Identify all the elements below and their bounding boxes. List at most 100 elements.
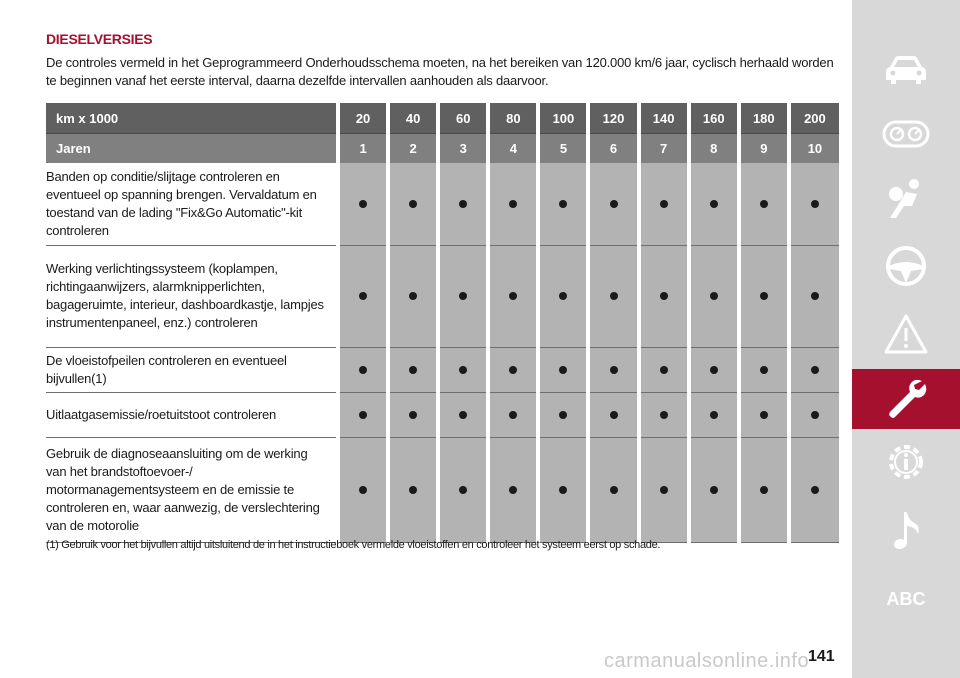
interval-cell (786, 437, 839, 543)
check-dot-icon (459, 365, 468, 374)
interval-cell (486, 437, 539, 543)
interval-cell (786, 392, 839, 438)
check-dot-icon (759, 365, 768, 374)
km-interval-140: 140 (636, 103, 689, 134)
interval-cell (736, 245, 789, 348)
check-dot-icon (810, 485, 819, 494)
interval-cell (536, 392, 589, 438)
interval-cell (686, 392, 739, 438)
interval-cell (536, 347, 589, 393)
sidebar-item-multimedia[interactable] (852, 500, 960, 560)
check-dot-icon (609, 292, 618, 300)
check-dot-icon (659, 199, 668, 208)
check-dot-icon (459, 292, 468, 300)
check-dot-icon (709, 410, 718, 419)
check-dot-icon (509, 365, 518, 374)
dashboard-gauges-icon (882, 120, 930, 148)
table-row: Werking verlichtingssysteem (koplampen, … (46, 245, 839, 348)
check-dot-icon (810, 292, 819, 300)
task-rows: Banden op conditie/slijtage controleren … (46, 163, 839, 543)
interval-cell (536, 437, 589, 543)
check-dot-icon (559, 365, 568, 374)
check-dot-icon (709, 485, 718, 494)
task-description: Gebruik de diagnoseaansluiting om de wer… (46, 437, 339, 543)
sidebar-item-safety[interactable] (852, 168, 960, 228)
warning-triangle-icon (884, 314, 928, 354)
check-dot-icon (609, 365, 618, 374)
table-row: Uitlaatgasemissie/roetuitstoot controler… (46, 392, 839, 438)
year-interval-7: 7 (636, 133, 689, 163)
years-header-row: Jaren 1 2 3 4 5 6 7 8 9 10 (46, 133, 839, 163)
check-dot-icon (359, 485, 368, 494)
interval-cell (686, 245, 739, 348)
check-dot-icon (509, 410, 518, 419)
interval-cell (536, 245, 589, 348)
interval-cell (436, 437, 489, 543)
page-content: DIESELVERSIES De controles vermeld in he… (46, 30, 839, 90)
interval-cell (386, 437, 439, 543)
check-dot-icon (709, 365, 718, 374)
table-row: Banden op conditie/slijtage controleren … (46, 163, 839, 246)
task-description: Werking verlichtingssysteem (koplampen, … (46, 245, 339, 348)
interval-cell (586, 245, 639, 348)
km-interval-100: 100 (536, 103, 589, 134)
check-dot-icon (759, 199, 768, 208)
year-interval-4: 4 (486, 133, 539, 163)
interval-cell (786, 347, 839, 393)
airbag-seat-icon (889, 179, 919, 218)
check-dot-icon (759, 410, 768, 419)
interval-cell (586, 392, 639, 438)
check-dot-icon (609, 199, 618, 208)
sidebar-item-driving[interactable] (852, 236, 960, 296)
check-dot-icon (659, 485, 668, 494)
check-dot-icon (409, 410, 418, 419)
task-description: Banden op conditie/slijtage controleren … (46, 163, 339, 246)
check-dot-icon (810, 410, 819, 419)
check-dot-icon (659, 365, 668, 374)
interval-cell (736, 163, 789, 246)
check-dot-icon (559, 199, 568, 208)
sidebar-item-technical-data[interactable] (852, 432, 960, 492)
sidebar-item-maintenance[interactable] (852, 369, 960, 429)
check-dot-icon (409, 292, 418, 300)
interval-cell (386, 245, 439, 348)
year-interval-5: 5 (536, 133, 589, 163)
interval-cell (736, 392, 789, 438)
sidebar-item-index[interactable]: ABC (852, 569, 960, 629)
km-interval-40: 40 (386, 103, 439, 134)
footnote: (1) Gebruik voor het bijvullen altijd ui… (46, 539, 661, 551)
sidebar-item-emergency[interactable] (852, 304, 960, 364)
year-interval-1: 1 (336, 133, 389, 163)
interval-cell (336, 347, 389, 393)
interval-cell (336, 163, 389, 246)
interval-cell (636, 245, 689, 348)
gear-info-icon (889, 445, 923, 479)
check-dot-icon (459, 485, 468, 494)
interval-cell (786, 163, 839, 246)
task-description: De vloeistofpeilen controleren en eventu… (46, 347, 339, 393)
interval-cell (436, 347, 489, 393)
check-dot-icon (810, 365, 819, 374)
task-description: Uitlaatgasemissie/roetuitstoot controler… (46, 392, 339, 438)
check-dot-icon (709, 292, 718, 300)
km-interval-120: 120 (586, 103, 639, 134)
check-dot-icon (459, 410, 468, 419)
interval-cell (636, 392, 689, 438)
km-interval-160: 160 (686, 103, 739, 134)
interval-cell (386, 392, 439, 438)
interval-cell (336, 392, 389, 438)
check-dot-icon (759, 485, 768, 494)
year-interval-6: 6 (586, 133, 639, 163)
check-dot-icon (359, 365, 368, 374)
check-dot-icon (509, 485, 518, 494)
check-dot-icon (559, 410, 568, 419)
year-interval-2: 2 (386, 133, 439, 163)
sidebar-item-car[interactable] (852, 40, 960, 100)
watermark: carmanualsonline.info (604, 650, 810, 672)
interval-cell (436, 163, 489, 246)
section-title: DIESELVERSIES (46, 31, 153, 47)
check-dot-icon (810, 199, 819, 208)
interval-cell (636, 437, 689, 543)
interval-cell (336, 437, 389, 543)
sidebar-item-dashboard[interactable] (852, 104, 960, 164)
